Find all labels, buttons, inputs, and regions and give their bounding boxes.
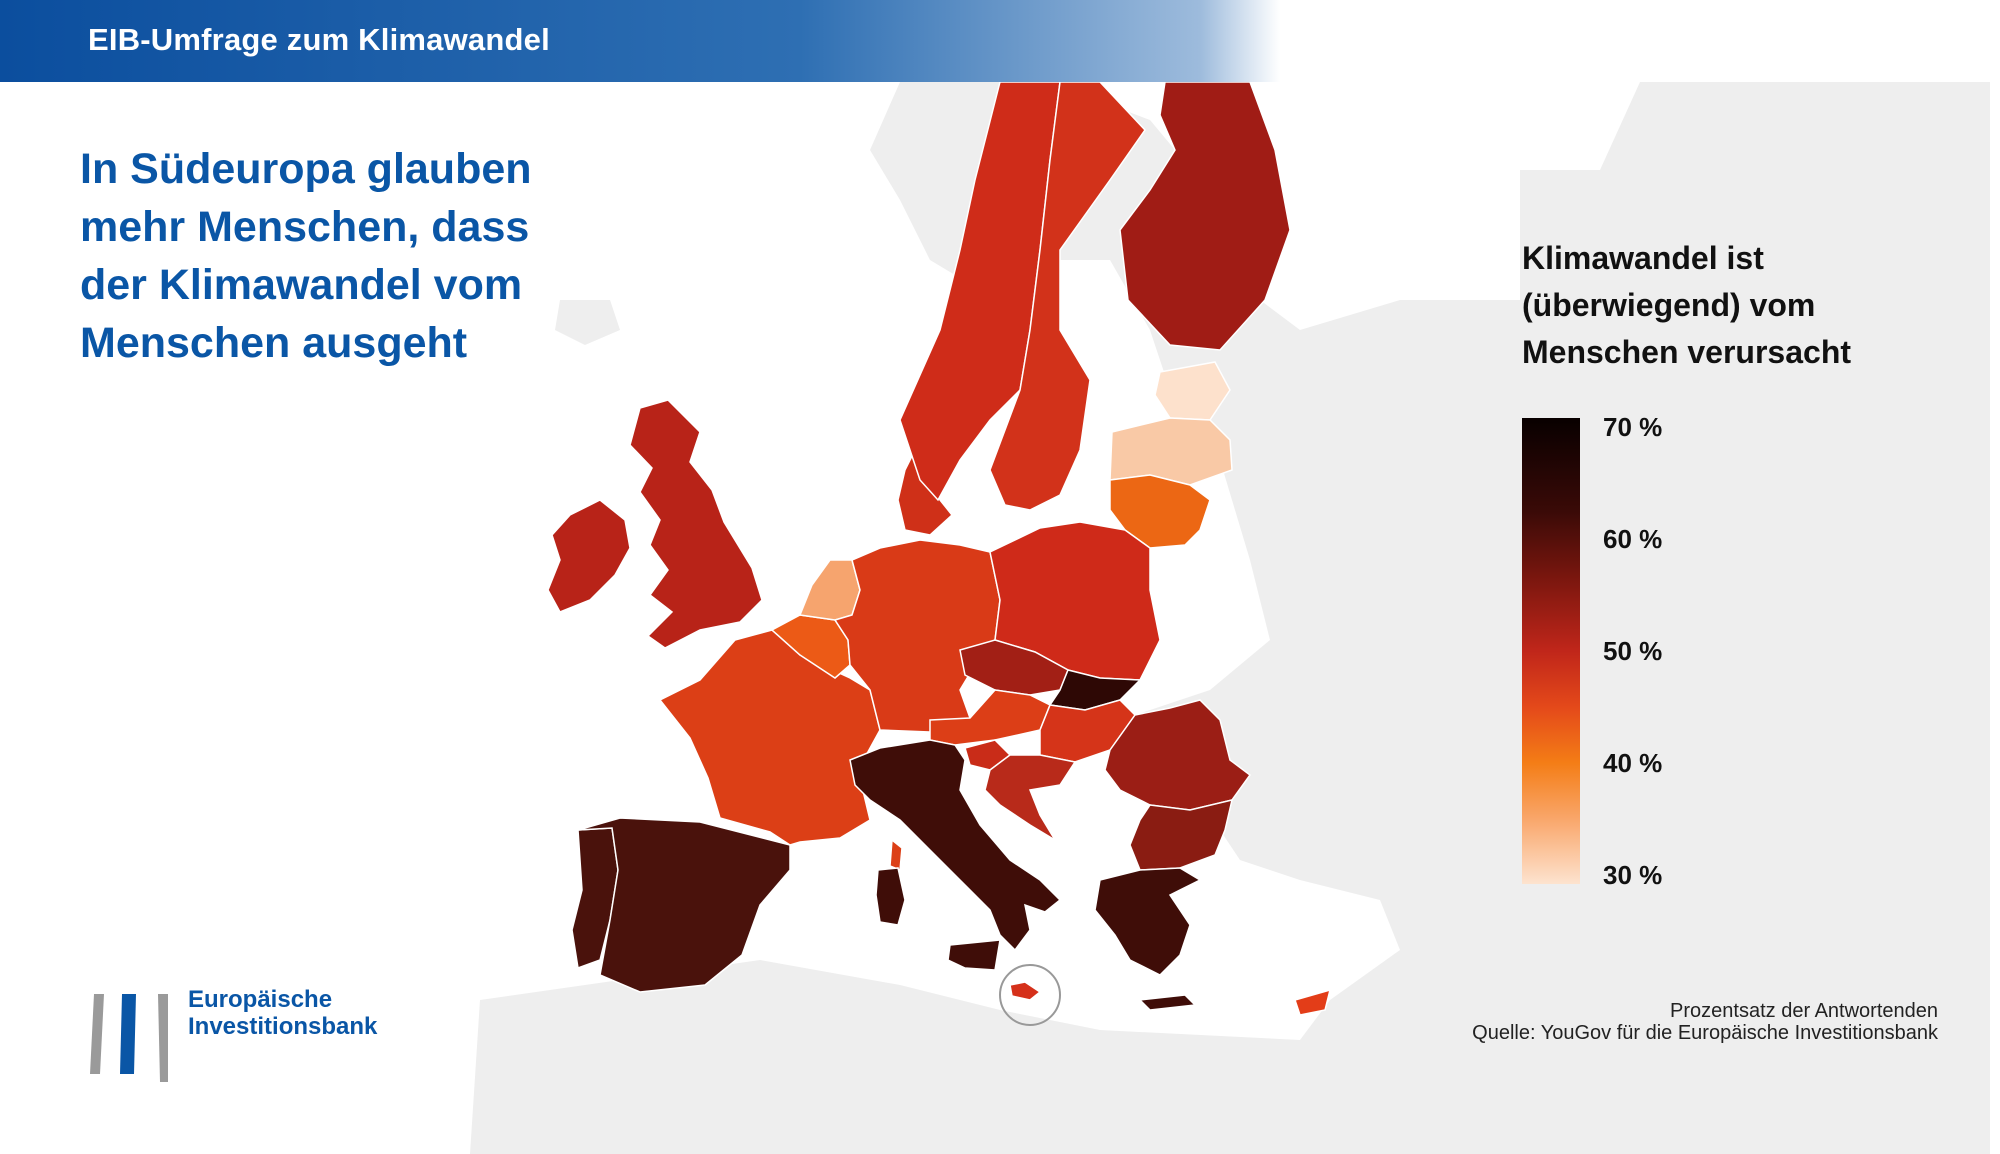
region-greece[interactable] [1094, 867, 1202, 976]
background-land [470, 82, 1990, 1154]
header-bar: EIB-Umfrage zum Klimawandel [0, 0, 2000, 82]
region-corsica[interactable] [889, 838, 903, 872]
region-netherlands[interactable] [798, 559, 861, 621]
source-line-1: Prozentsatz der Antwortenden [1670, 1000, 1938, 1022]
region-sweden[interactable] [989, 81, 1146, 511]
logo-line-2: Investitionsbank [188, 1013, 378, 1040]
legend-tick-70: 70 % [1603, 412, 1663, 442]
headline-line-4: Menschen ausgeht [80, 319, 468, 367]
region-ireland[interactable] [547, 499, 631, 613]
legend-tick-30: 30 % [1603, 860, 1663, 890]
legend-tick-60: 60 % [1603, 524, 1663, 554]
region-romania[interactable] [1104, 699, 1252, 811]
legend-tick-40: 40 % [1603, 748, 1663, 778]
iceland-background [555, 300, 620, 345]
source-line-2: Quelle: YouGov für die Europäische Inves… [1472, 1022, 1938, 1044]
headline-line-3: der Klimawandel vom [80, 261, 523, 309]
logo-text: Europäische Investitionsbank [188, 986, 377, 1040]
legend-tick-50: 50 % [1603, 636, 1663, 666]
region-greece-crete[interactable] [1138, 994, 1197, 1011]
region-lithuania[interactable] [1109, 474, 1211, 549]
region-croatia[interactable] [984, 754, 1077, 841]
header-title: EIB-Umfrage zum Klimawandel [88, 22, 550, 57]
eib-logo-icon [90, 994, 168, 1082]
region-italy[interactable] [849, 739, 1062, 952]
region-uk[interactable] [629, 399, 763, 649]
region-malta[interactable] [1009, 981, 1042, 1001]
legend-title: Klimawandel ist (überwiegend) vom Mensch… [1522, 235, 1851, 376]
scandinavia-background [560, 82, 1990, 1154]
headline-line-1: In Südeuropa glauben [80, 145, 532, 193]
region-spain[interactable] [577, 817, 791, 993]
legend-title-line-3: Menschen verursacht [1522, 334, 1852, 370]
legend-title-line-2: (überwiegend) vom [1522, 287, 1816, 323]
region-latvia[interactable] [1109, 417, 1233, 486]
region-sicily[interactable] [947, 939, 1001, 971]
north-africa-background [470, 960, 1200, 1154]
source-note: Prozentsatz der Antwortenden Quelle: You… [1472, 1000, 1938, 1044]
headline: In Südeuropa glauben mehr Menschen, dass… [80, 140, 640, 372]
logo-line-1: Europäische [188, 986, 333, 1013]
legend-title-line-1: Klimawandel ist [1522, 240, 1764, 276]
headline-line-2: mehr Menschen, dass [80, 203, 530, 251]
countries [547, 81, 1332, 1016]
region-sardinia[interactable] [875, 867, 906, 926]
region-bulgaria[interactable] [1129, 798, 1234, 871]
legend-color-scale [1522, 418, 1580, 884]
malta-highlight-circle [999, 964, 1061, 1026]
region-cyprus[interactable] [1294, 988, 1332, 1016]
region-finland[interactable] [1119, 81, 1291, 351]
